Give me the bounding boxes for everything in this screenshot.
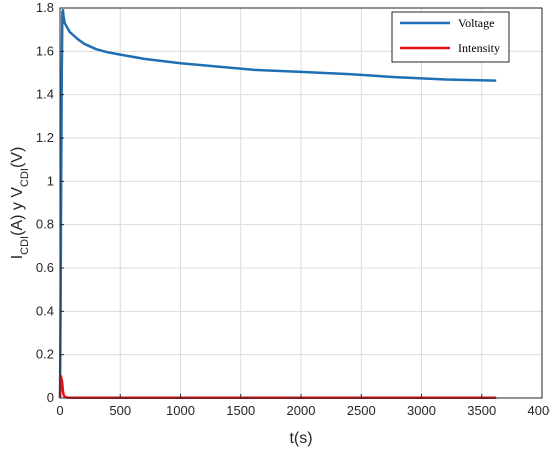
series-line-voltage bbox=[58, 8, 497, 399]
x-tick-label: 3500 bbox=[467, 403, 496, 418]
y-axis-ticks: 0 0.2 0.4 0.6 0.8 1 1.2 1.4 1.6 1.8 bbox=[36, 0, 64, 405]
x-tick-label: 2000 bbox=[287, 403, 316, 418]
y-tick-label: 0.4 bbox=[36, 303, 54, 318]
y-axis-label: ICDI(A) y VCDI(V) bbox=[9, 147, 31, 260]
y-label-subscript: CDI bbox=[19, 168, 31, 187]
legend-label: Voltage bbox=[458, 16, 494, 30]
legend-item-voltage: Voltage bbox=[400, 16, 494, 30]
x-tick-label: 500 bbox=[109, 403, 131, 418]
y-label-text: (V) bbox=[9, 147, 26, 168]
y-label-subscript: CDI bbox=[19, 236, 31, 255]
x-tick-label: 3000 bbox=[407, 403, 436, 418]
legend-box bbox=[391, 11, 510, 63]
x-tick-label: 1500 bbox=[226, 403, 255, 418]
x-tick-label: 2500 bbox=[347, 403, 376, 418]
y-tick-label: 1.2 bbox=[36, 130, 54, 145]
y-tick-label: 0.2 bbox=[36, 347, 54, 362]
y-tick-label: 0 bbox=[47, 390, 54, 405]
x-tick-label: 0 bbox=[56, 403, 63, 418]
legend-label: Intensity bbox=[458, 41, 500, 55]
y-tick-label: 1.8 bbox=[36, 0, 54, 15]
y-label-text: (A) y V bbox=[9, 187, 26, 236]
y-tick-label: 1 bbox=[47, 173, 54, 188]
x-tick-label: 1000 bbox=[166, 403, 195, 418]
x-axis-label: t(s) bbox=[289, 430, 312, 447]
y-tick-label: 0.6 bbox=[36, 260, 54, 275]
legend-item-intensity: Intensity bbox=[400, 41, 500, 55]
y-tick-label: 0.8 bbox=[36, 217, 54, 232]
legend: Voltage Intensity bbox=[391, 11, 510, 63]
y-tick-label: 1.6 bbox=[36, 43, 54, 58]
y-tick-label: 1.4 bbox=[36, 87, 54, 102]
y-label-text: I bbox=[9, 255, 26, 259]
